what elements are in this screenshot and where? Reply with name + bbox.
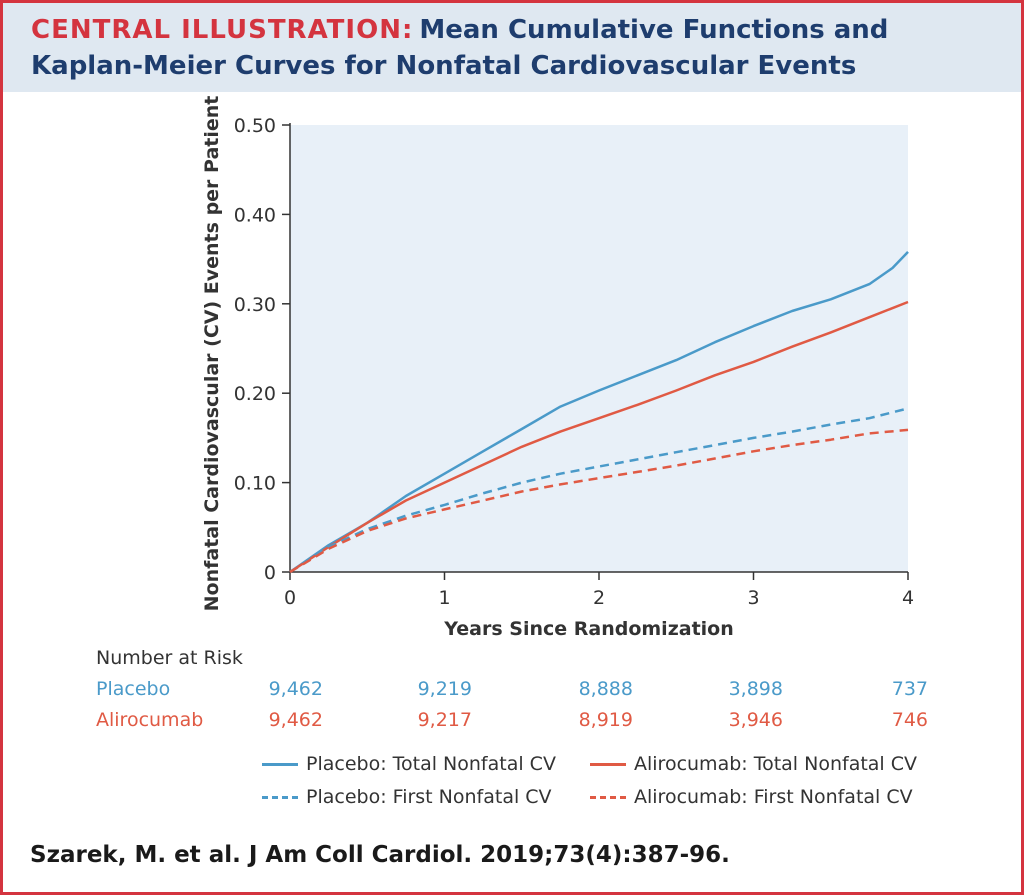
risk-alirocumab-4: 746 [891, 709, 928, 731]
y-tick-label: 0.40 [234, 204, 276, 226]
x-tick-label: 2 [593, 587, 605, 609]
y-tick-label: 0.10 [234, 473, 276, 495]
legend-swatch-placebo-first [262, 795, 298, 799]
legend-swatch-alirocumab-total [590, 762, 626, 766]
risk-placebo-1: 9,219 [417, 678, 472, 700]
series-line-1 [289, 300, 909, 574]
risk-placebo-2: 8,888 [578, 678, 633, 700]
series-line-0 [289, 251, 909, 574]
plot-area [290, 125, 908, 572]
x-tick-label: 4 [902, 587, 914, 609]
x-axis-label: Years Since Randomization [443, 618, 734, 640]
y-tick-label: 0.50 [234, 115, 276, 137]
y-tick-label: 0.30 [234, 294, 276, 316]
risk-placebo-0: 9,462 [268, 678, 323, 700]
legend-label-placebo-first: Placebo: First Nonfatal CV [306, 786, 552, 808]
header-banner: CENTRAL ILLUSTRATION: Mean Cumulative Fun… [3, 3, 1021, 92]
x-tick-label: 1 [438, 587, 450, 609]
risk-placebo-3: 3,898 [728, 678, 783, 700]
legend-swatch-placebo-total [262, 762, 298, 766]
y-axis-label: Nonfatal Cardiovascular (CV) Events per … [201, 96, 223, 612]
legend-swatch-alirocumab-first [590, 795, 626, 799]
risk-alirocumab-1: 9,217 [417, 709, 472, 731]
legend-item-alirocumab-first: Alirocumab: First Nonfatal CV [590, 786, 913, 808]
risk-alirocumab-0: 9,462 [268, 709, 323, 731]
legend-label-alirocumab-first: Alirocumab: First Nonfatal CV [634, 786, 913, 808]
risk-table-title: Number at Risk [96, 647, 243, 669]
risk-row-alirocumab-label: Alirocumab [96, 709, 204, 731]
title-text-1: Mean Cumulative Functions and [419, 15, 889, 45]
risk-alirocumab-3: 3,946 [728, 709, 783, 731]
legend-label-alirocumab-total: Alirocumab: Total Nonfatal CV [634, 753, 918, 775]
x-tick-label: 0 [284, 587, 296, 609]
y-tick-label: 0 [264, 562, 276, 584]
risk-row-placebo-label: Placebo [96, 678, 171, 700]
title-line-2: Kaplan-Meier Curves for Nonfatal Cardiov… [31, 51, 857, 81]
legend-item-alirocumab-total: Alirocumab: Total Nonfatal CV [590, 753, 917, 775]
legend-item-placebo-total: Placebo: Total Nonfatal CV [262, 753, 556, 775]
title-line-1: CENTRAL ILLUSTRATION: Mean Cumulative Fun… [31, 15, 888, 45]
legend-item-placebo-first: Placebo: First Nonfatal CV [262, 786, 552, 808]
legend-label-placebo-total: Placebo: Total Nonfatal CV [306, 753, 556, 775]
citation: Szarek, M. et al. J Am Coll Cardiol. 201… [30, 842, 730, 868]
y-tick-label: 0.20 [234, 383, 276, 405]
central-illustration-label: CENTRAL ILLUSTRATION: [31, 15, 414, 45]
risk-placebo-4: 737 [891, 678, 928, 700]
x-tick-label: 3 [747, 587, 759, 609]
risk-alirocumab-2: 8,919 [578, 709, 633, 731]
